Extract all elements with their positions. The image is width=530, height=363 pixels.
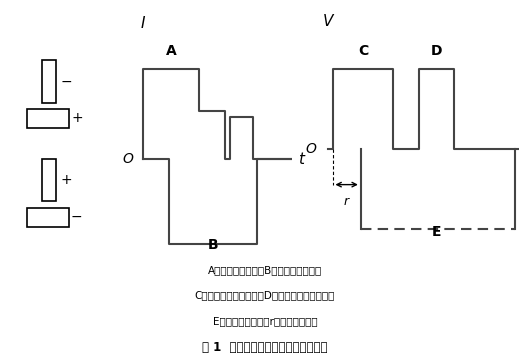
Text: C：直流正接控制脈沖；D：直流反接控制脈沖；: C：直流正接控制脈沖；D：直流反接控制脈沖；	[195, 290, 335, 301]
Text: 圖 1  脈沖變極性弧焊電流及控制波形: 圖 1 脈沖變極性弧焊電流及控制波形	[202, 341, 328, 354]
Text: $t$: $t$	[528, 141, 530, 157]
Text: +: +	[71, 111, 83, 125]
Text: +: +	[60, 174, 72, 187]
Text: A：直流正接脈沖；B：直流反接脈沖；: A：直流正接脈沖；B：直流反接脈沖；	[208, 265, 322, 275]
Text: $I$: $I$	[140, 15, 146, 31]
Bar	[26, 208, 69, 227]
Bar	[42, 60, 56, 102]
Text: B: B	[207, 238, 218, 252]
Text: E：光譜觸發信號；r：觸發延遲時間: E：光譜觸發信號；r：觸發延遲時間	[213, 316, 317, 326]
Text: $t$: $t$	[298, 151, 307, 167]
Text: D: D	[431, 44, 443, 58]
Bar	[26, 109, 69, 128]
Text: −: −	[71, 210, 83, 224]
Text: −: −	[60, 74, 72, 89]
Text: $r$: $r$	[343, 195, 350, 208]
Text: C: C	[358, 44, 368, 58]
Text: E: E	[432, 225, 441, 239]
Text: $V$: $V$	[322, 13, 335, 29]
Text: $O$: $O$	[305, 142, 317, 156]
Text: A: A	[165, 44, 176, 58]
Bar	[42, 159, 56, 201]
Text: $O$: $O$	[122, 152, 134, 166]
